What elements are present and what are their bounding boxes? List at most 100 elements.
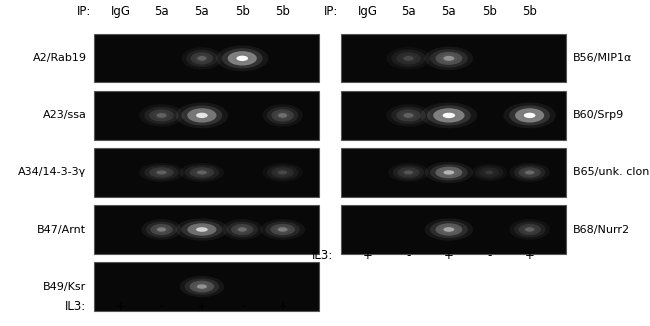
Text: IL3:: IL3: — [312, 249, 333, 262]
Ellipse shape — [231, 224, 254, 235]
Ellipse shape — [524, 113, 536, 118]
Ellipse shape — [192, 111, 211, 120]
Ellipse shape — [192, 226, 211, 233]
Ellipse shape — [154, 226, 169, 233]
Ellipse shape — [471, 164, 508, 181]
Ellipse shape — [190, 281, 214, 292]
Ellipse shape — [443, 56, 454, 61]
Text: -: - — [406, 249, 411, 262]
Ellipse shape — [400, 54, 417, 62]
Ellipse shape — [430, 164, 468, 181]
Ellipse shape — [179, 276, 224, 297]
Ellipse shape — [141, 219, 182, 240]
Ellipse shape — [525, 113, 535, 118]
Text: -: - — [487, 249, 491, 262]
Ellipse shape — [150, 167, 174, 178]
Ellipse shape — [186, 50, 218, 67]
Ellipse shape — [404, 113, 413, 118]
Ellipse shape — [397, 167, 420, 178]
Text: B68/Nurr2: B68/Nurr2 — [573, 225, 630, 234]
Ellipse shape — [509, 105, 550, 126]
Ellipse shape — [525, 227, 534, 232]
Ellipse shape — [263, 163, 303, 182]
Ellipse shape — [440, 169, 458, 176]
Ellipse shape — [176, 102, 228, 128]
Ellipse shape — [181, 221, 222, 238]
Ellipse shape — [443, 227, 454, 232]
Ellipse shape — [439, 111, 459, 120]
Text: +: + — [444, 249, 454, 262]
Ellipse shape — [144, 107, 179, 124]
Ellipse shape — [444, 170, 454, 174]
Ellipse shape — [237, 56, 248, 61]
Ellipse shape — [150, 109, 174, 122]
Ellipse shape — [274, 226, 291, 233]
Text: +: + — [525, 249, 534, 262]
Ellipse shape — [514, 165, 545, 180]
Text: A34/14-3-3γ: A34/14-3-3γ — [18, 168, 86, 177]
Ellipse shape — [391, 50, 426, 67]
Ellipse shape — [519, 224, 541, 235]
Ellipse shape — [272, 109, 294, 122]
Ellipse shape — [276, 169, 290, 176]
Text: 5b: 5b — [522, 5, 537, 18]
Bar — [94, 91, 318, 140]
Ellipse shape — [444, 56, 454, 61]
Text: IgG: IgG — [358, 5, 378, 18]
Ellipse shape — [514, 222, 545, 237]
Bar — [341, 34, 566, 82]
Ellipse shape — [278, 227, 287, 232]
Text: B65/unk. clone: B65/unk. clone — [573, 168, 650, 177]
Ellipse shape — [233, 54, 252, 63]
Text: -: - — [240, 300, 244, 313]
Ellipse shape — [157, 170, 166, 174]
Ellipse shape — [401, 169, 416, 176]
Ellipse shape — [144, 165, 179, 180]
Ellipse shape — [436, 52, 462, 65]
Ellipse shape — [278, 228, 287, 231]
Ellipse shape — [222, 219, 263, 240]
Ellipse shape — [421, 102, 477, 128]
Ellipse shape — [190, 167, 214, 178]
Ellipse shape — [523, 169, 537, 176]
Ellipse shape — [443, 170, 454, 175]
Ellipse shape — [153, 111, 170, 119]
Text: 5b: 5b — [235, 5, 250, 18]
Text: A2/Rab19: A2/Rab19 — [32, 53, 86, 63]
Text: +: + — [197, 300, 207, 313]
Ellipse shape — [157, 170, 166, 174]
Ellipse shape — [404, 170, 413, 174]
Ellipse shape — [185, 165, 219, 180]
Ellipse shape — [279, 170, 287, 174]
Ellipse shape — [187, 223, 216, 236]
Ellipse shape — [386, 104, 431, 126]
Ellipse shape — [157, 113, 166, 118]
Ellipse shape — [276, 111, 290, 119]
Ellipse shape — [486, 171, 493, 174]
Text: 5b: 5b — [275, 5, 290, 18]
Ellipse shape — [263, 104, 303, 126]
Ellipse shape — [198, 285, 206, 289]
Ellipse shape — [515, 108, 544, 123]
Ellipse shape — [424, 47, 473, 70]
Ellipse shape — [278, 170, 287, 174]
Ellipse shape — [475, 166, 503, 179]
Ellipse shape — [391, 107, 426, 124]
Ellipse shape — [510, 163, 550, 182]
Ellipse shape — [185, 278, 219, 295]
Ellipse shape — [261, 219, 305, 240]
Ellipse shape — [278, 113, 287, 118]
Ellipse shape — [153, 169, 170, 176]
Ellipse shape — [523, 226, 537, 233]
Ellipse shape — [176, 218, 228, 241]
Bar — [341, 91, 566, 140]
Text: +: + — [116, 300, 126, 313]
Ellipse shape — [404, 56, 413, 61]
Ellipse shape — [179, 163, 224, 182]
Ellipse shape — [386, 47, 431, 69]
Ellipse shape — [197, 113, 207, 118]
Text: IgG: IgG — [111, 5, 131, 18]
Text: IL3:: IL3: — [65, 300, 86, 313]
Ellipse shape — [267, 107, 298, 124]
Ellipse shape — [272, 167, 294, 178]
